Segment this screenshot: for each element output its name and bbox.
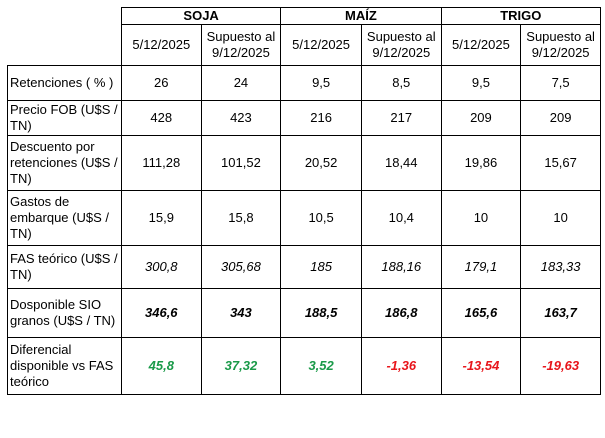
table-cell: 15,67	[520, 135, 601, 191]
crop-header-soja: SOJA	[120, 7, 282, 25]
row-label: Retenciones ( % )	[7, 65, 122, 101]
table-cell: 185	[280, 245, 362, 289]
comparison-table: SOJA MAÍZ TRIGO 5/12/2025 Supuesto al 9/…	[7, 7, 602, 395]
table-cell: 165,6	[440, 288, 522, 338]
table-cell: -13,54	[440, 337, 522, 395]
table-cell: 45,8	[120, 337, 202, 395]
table-cell: 217	[360, 100, 442, 136]
table-cell: 209	[440, 100, 522, 136]
table-cell: 9,5	[280, 65, 362, 101]
table-cell: 8,5	[360, 65, 442, 101]
table-cell: 9,5	[440, 65, 522, 101]
table-cell: 163,7	[520, 288, 601, 338]
table-cell: 186,8	[360, 288, 442, 338]
table-row: Dosponible SIO granos (U$S / TN) 346,6 3…	[7, 288, 601, 338]
crop-header-trigo: TRIGO	[440, 7, 602, 25]
date-header: 5/12/2025	[440, 24, 522, 66]
table-cell: 216	[280, 100, 362, 136]
table-cell: 26	[120, 65, 202, 101]
table-cell: 19,86	[440, 135, 522, 191]
table-cell: 7,5	[520, 65, 601, 101]
row-label: Gastos de embarque (U$S / TN)	[7, 190, 122, 246]
table-cell: 305,68	[200, 245, 282, 289]
table-cell: 343	[200, 288, 282, 338]
table-row: Descuento por retenciones (U$S / TN) 111…	[7, 135, 601, 191]
table-cell: 15,9	[120, 190, 202, 246]
table-cell: 15,8	[200, 190, 282, 246]
table-cell: -19,63	[520, 337, 601, 395]
date-header: 5/12/2025	[120, 24, 202, 66]
table-row: Diferencial disponible vs FAS teórico 45…	[7, 337, 601, 395]
table-row: FAS teórico (U$S / TN) 300,8 305,68 185 …	[7, 245, 601, 289]
table-cell: 10	[440, 190, 522, 246]
table-cell: 18,44	[360, 135, 442, 191]
table-row: Precio FOB (U$S / TN) 428 423 216 217 20…	[7, 100, 601, 136]
date-header: Supuesto al 9/12/2025	[200, 24, 282, 66]
table-cell: 188,5	[280, 288, 362, 338]
table-cell: 10	[520, 190, 601, 246]
table-cell: 428	[120, 100, 202, 136]
row-label: Precio FOB (U$S / TN)	[7, 100, 122, 136]
corner-cell	[7, 7, 122, 66]
table-cell: -1,36	[360, 337, 442, 395]
crop-header-maiz: MAÍZ	[280, 7, 442, 25]
table-cell: 209	[520, 100, 601, 136]
table-cell: 188,16	[360, 245, 442, 289]
table-cell: 346,6	[120, 288, 202, 338]
date-header: Supuesto al 9/12/2025	[520, 24, 601, 66]
table-cell: 24	[200, 65, 282, 101]
table-cell: 10,4	[360, 190, 442, 246]
table-cell: 179,1	[440, 245, 522, 289]
row-label: FAS teórico (U$S / TN)	[7, 245, 122, 289]
table-cell: 3,52	[280, 337, 362, 395]
date-header: Supuesto al 9/12/2025	[360, 24, 442, 66]
table-cell: 10,5	[280, 190, 362, 246]
date-header: 5/12/2025	[280, 24, 362, 66]
table-cell: 300,8	[120, 245, 202, 289]
table-cell: 37,32	[200, 337, 282, 395]
row-label: Descuento por retenciones (U$S / TN)	[7, 135, 122, 191]
table-cell: 183,33	[520, 245, 601, 289]
row-label: Dosponible SIO granos (U$S / TN)	[7, 288, 122, 338]
row-label: Diferencial disponible vs FAS teórico	[7, 337, 122, 395]
table-cell: 111,28	[120, 135, 202, 191]
table-cell: 101,52	[200, 135, 282, 191]
table-row: Retenciones ( % ) 26 24 9,5 8,5 9,5 7,5	[7, 65, 601, 101]
table-cell: 423	[200, 100, 282, 136]
table-row: Gastos de embarque (U$S / TN) 15,9 15,8 …	[7, 190, 601, 246]
table-cell: 20,52	[280, 135, 362, 191]
